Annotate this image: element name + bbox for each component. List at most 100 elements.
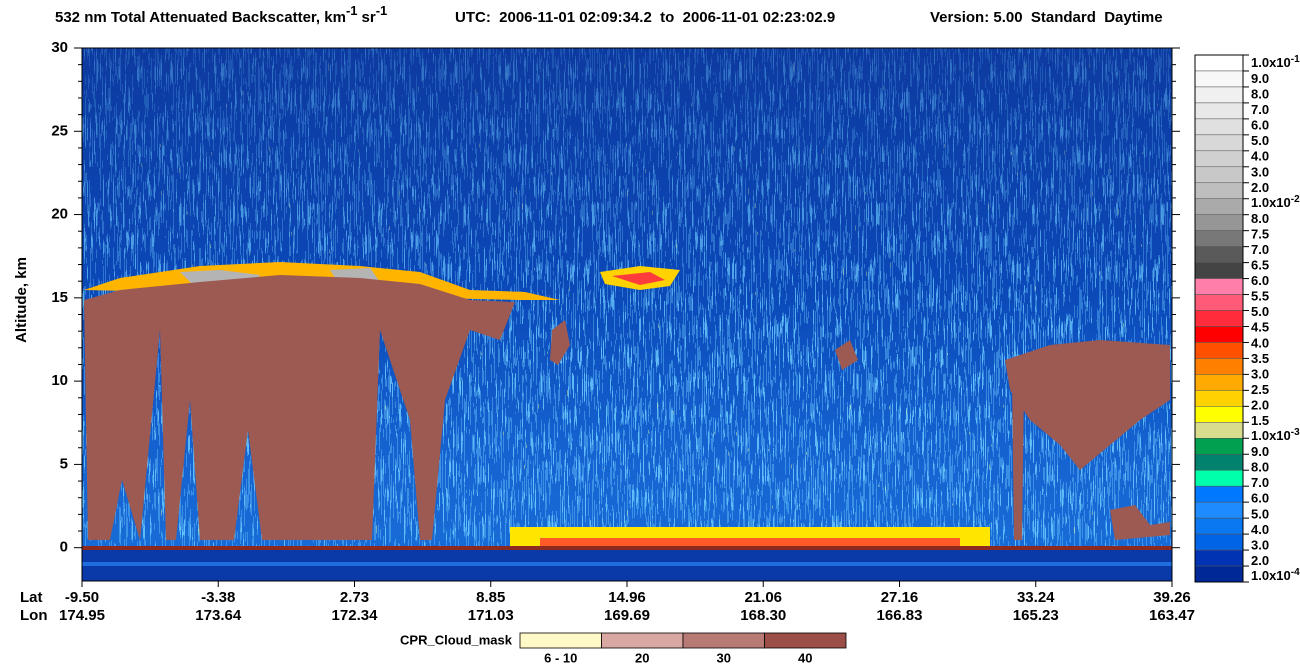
colorbar-swatch xyxy=(1194,86,1244,104)
colorbar-swatch xyxy=(1194,533,1244,551)
colorbar-swatch xyxy=(1194,198,1244,215)
cloud xyxy=(84,275,515,540)
colorbar-label: 6.0 xyxy=(1251,118,1269,133)
colorbar-swatch xyxy=(1194,262,1244,279)
colorbar-swatch xyxy=(1194,358,1244,375)
cloud-mask-title: CPR_Cloud_mask xyxy=(400,632,513,647)
colorbar-swatch xyxy=(1194,246,1244,263)
x-tick-label: 33.24 xyxy=(1017,589,1055,606)
colorbar-label-text: 1.0x10 xyxy=(1251,568,1291,583)
cloud-mask-swatch xyxy=(601,632,684,649)
cloud-mask-swatch xyxy=(519,632,602,649)
product-info: Version: 5.00 Standard Daytime xyxy=(930,9,1163,26)
x-tick-label: 27.16 xyxy=(881,589,919,606)
subsurface xyxy=(82,562,1172,566)
colorbar-swatch xyxy=(1194,326,1244,343)
colorbar-swatch xyxy=(1194,278,1244,295)
x-tick-label: 8.85 xyxy=(476,589,505,606)
colorbar-label: 1.0x10-3 xyxy=(1251,427,1300,444)
colorbar-label-text: 1.0x10 xyxy=(1251,55,1291,70)
x-tick-label: 21.06 xyxy=(744,589,782,606)
colorbar-swatch xyxy=(1194,469,1244,487)
cloud-mask-swatch xyxy=(682,632,765,649)
colorbar-label: 8.0 xyxy=(1251,87,1269,102)
x-tick-label: 174.95 xyxy=(59,607,105,624)
colorbar-swatch xyxy=(1194,214,1244,231)
colorbar-label: 6.0 xyxy=(1251,273,1269,288)
colorbar-label: 3.5 xyxy=(1251,351,1269,366)
colorbar-label: 8.0 xyxy=(1251,460,1269,475)
colorbar-label: 9.0 xyxy=(1251,71,1269,86)
x-row-name: Lat xyxy=(20,589,43,606)
colorbar-label: 6.0 xyxy=(1251,491,1269,506)
x-tick-label: 173.64 xyxy=(195,607,242,624)
colorbar-label: 6.5 xyxy=(1251,258,1269,273)
x-tick-label: 2.73 xyxy=(340,589,369,606)
title-exponent: -1 xyxy=(346,3,358,18)
colorbar-label: 4.0 xyxy=(1251,149,1269,164)
y-tick-label: 0 xyxy=(60,539,68,556)
colorbar-label: 5.0 xyxy=(1251,304,1269,319)
colorbar-swatch xyxy=(1194,182,1244,199)
colorbar-label-exponent: -2 xyxy=(1291,194,1300,205)
colorbar-label: 3.0 xyxy=(1251,366,1269,381)
x-tick-label: 163.47 xyxy=(1149,607,1195,624)
cloud-mask-label: 40 xyxy=(798,650,812,665)
colorbar-label: 7.0 xyxy=(1251,475,1269,490)
cloud-mask-swatch xyxy=(764,632,847,649)
surface xyxy=(82,546,1172,550)
backscatter-image xyxy=(82,48,1172,581)
colorbar-swatch xyxy=(1194,485,1244,503)
colorbar-label: 3.0 xyxy=(1251,164,1269,179)
colorbar-label-text: 1.0x10 xyxy=(1251,195,1291,210)
colorbar-swatch xyxy=(1194,565,1244,583)
colorbar-label: 5.0 xyxy=(1251,506,1269,521)
y-tick-label: 5 xyxy=(60,455,68,472)
title-unit: sr xyxy=(362,9,376,26)
y-tick-label: 10 xyxy=(51,372,68,389)
y-tick-label: 25 xyxy=(51,122,68,139)
cloud-mask-label: 6 - 10 xyxy=(544,650,577,665)
x-tick-label: 166.83 xyxy=(877,607,923,624)
colorbar-label: 7.0 xyxy=(1251,242,1269,257)
x-row-name: Lon xyxy=(20,607,48,624)
colorbar-label: 7.0 xyxy=(1251,102,1269,117)
colorbar-swatch xyxy=(1194,374,1244,391)
colorbar-label: 5.5 xyxy=(1251,289,1269,304)
colorbar-label-exponent: -3 xyxy=(1291,427,1300,438)
colorbar-swatch xyxy=(1194,549,1244,567)
colorbar-swatch xyxy=(1194,422,1244,439)
colorbar-swatch xyxy=(1194,118,1244,136)
x-tick-label: 168.30 xyxy=(740,607,786,624)
x-tick-label: 14.96 xyxy=(608,589,646,606)
colorbar-label-text: 1.0x10 xyxy=(1251,429,1291,444)
colorbar-swatch xyxy=(1194,453,1244,471)
colorbar-label-exponent: -4 xyxy=(1291,567,1300,578)
x-tick-label: 165.23 xyxy=(1013,607,1059,624)
colorbar-label: 1.0x10-2 xyxy=(1251,194,1300,211)
colorbar-label: 9.0 xyxy=(1251,444,1269,459)
x-tick-label: 171.03 xyxy=(468,607,514,624)
cloud xyxy=(550,320,1170,540)
colorbar-swatch xyxy=(1194,438,1244,455)
x-tick-label: 169.69 xyxy=(604,607,650,624)
colorbar-label: 4.0 xyxy=(1251,522,1269,537)
y-tick-label: 20 xyxy=(51,206,68,223)
colorbar-swatch xyxy=(1194,501,1244,519)
colorbar-label-exponent: -1 xyxy=(1291,54,1300,65)
colorbar-swatch xyxy=(1194,406,1244,423)
x-tick-label: 39.26 xyxy=(1153,589,1191,606)
colorbar-swatch xyxy=(1194,70,1244,88)
colorbar-label: 1.0x10-4 xyxy=(1251,567,1300,584)
colorbar-swatch xyxy=(1194,390,1244,407)
colorbar-label: 5.0 xyxy=(1251,133,1269,148)
chart-title: 532 nm Total Attenuated Backscatter, km-… xyxy=(55,3,387,26)
title-exponent: -1 xyxy=(376,3,388,18)
colorbar-swatch xyxy=(1194,310,1244,327)
colorbar-label: 4.5 xyxy=(1251,320,1269,335)
colorbar-swatch xyxy=(1194,294,1244,311)
colorbar-label: 2.0 xyxy=(1251,397,1269,412)
colorbar-frame xyxy=(1194,54,1244,583)
colorbar-label: 8.0 xyxy=(1251,211,1269,226)
colorbar-label: 4.0 xyxy=(1251,335,1269,350)
